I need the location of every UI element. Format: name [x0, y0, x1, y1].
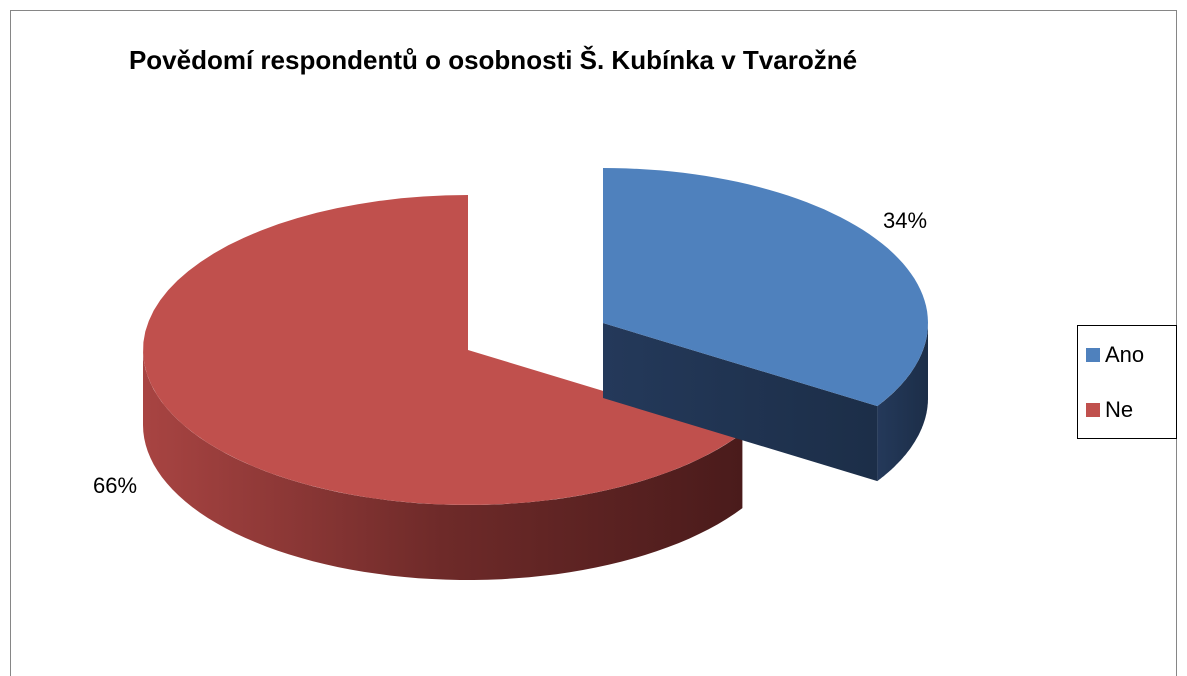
legend-label: Ne — [1105, 397, 1133, 422]
chart-title: Povědomí respondentů o osobnosti Š. Kubí… — [129, 45, 857, 75]
data-label: 66% — [93, 473, 137, 498]
legend-swatch — [1086, 348, 1100, 362]
slice-side — [143, 350, 743, 580]
slice-wall — [603, 323, 878, 482]
legend-swatch — [1086, 403, 1100, 417]
slice — [143, 195, 743, 505]
data-label: 34% — [883, 208, 927, 233]
legend: Ano Ne — [1086, 342, 1144, 422]
slice — [603, 168, 928, 407]
slice-side — [877, 323, 928, 482]
pie: 34% 66% — [93, 168, 928, 580]
legend-label: Ano — [1105, 342, 1144, 367]
legend-box — [1077, 325, 1177, 439]
